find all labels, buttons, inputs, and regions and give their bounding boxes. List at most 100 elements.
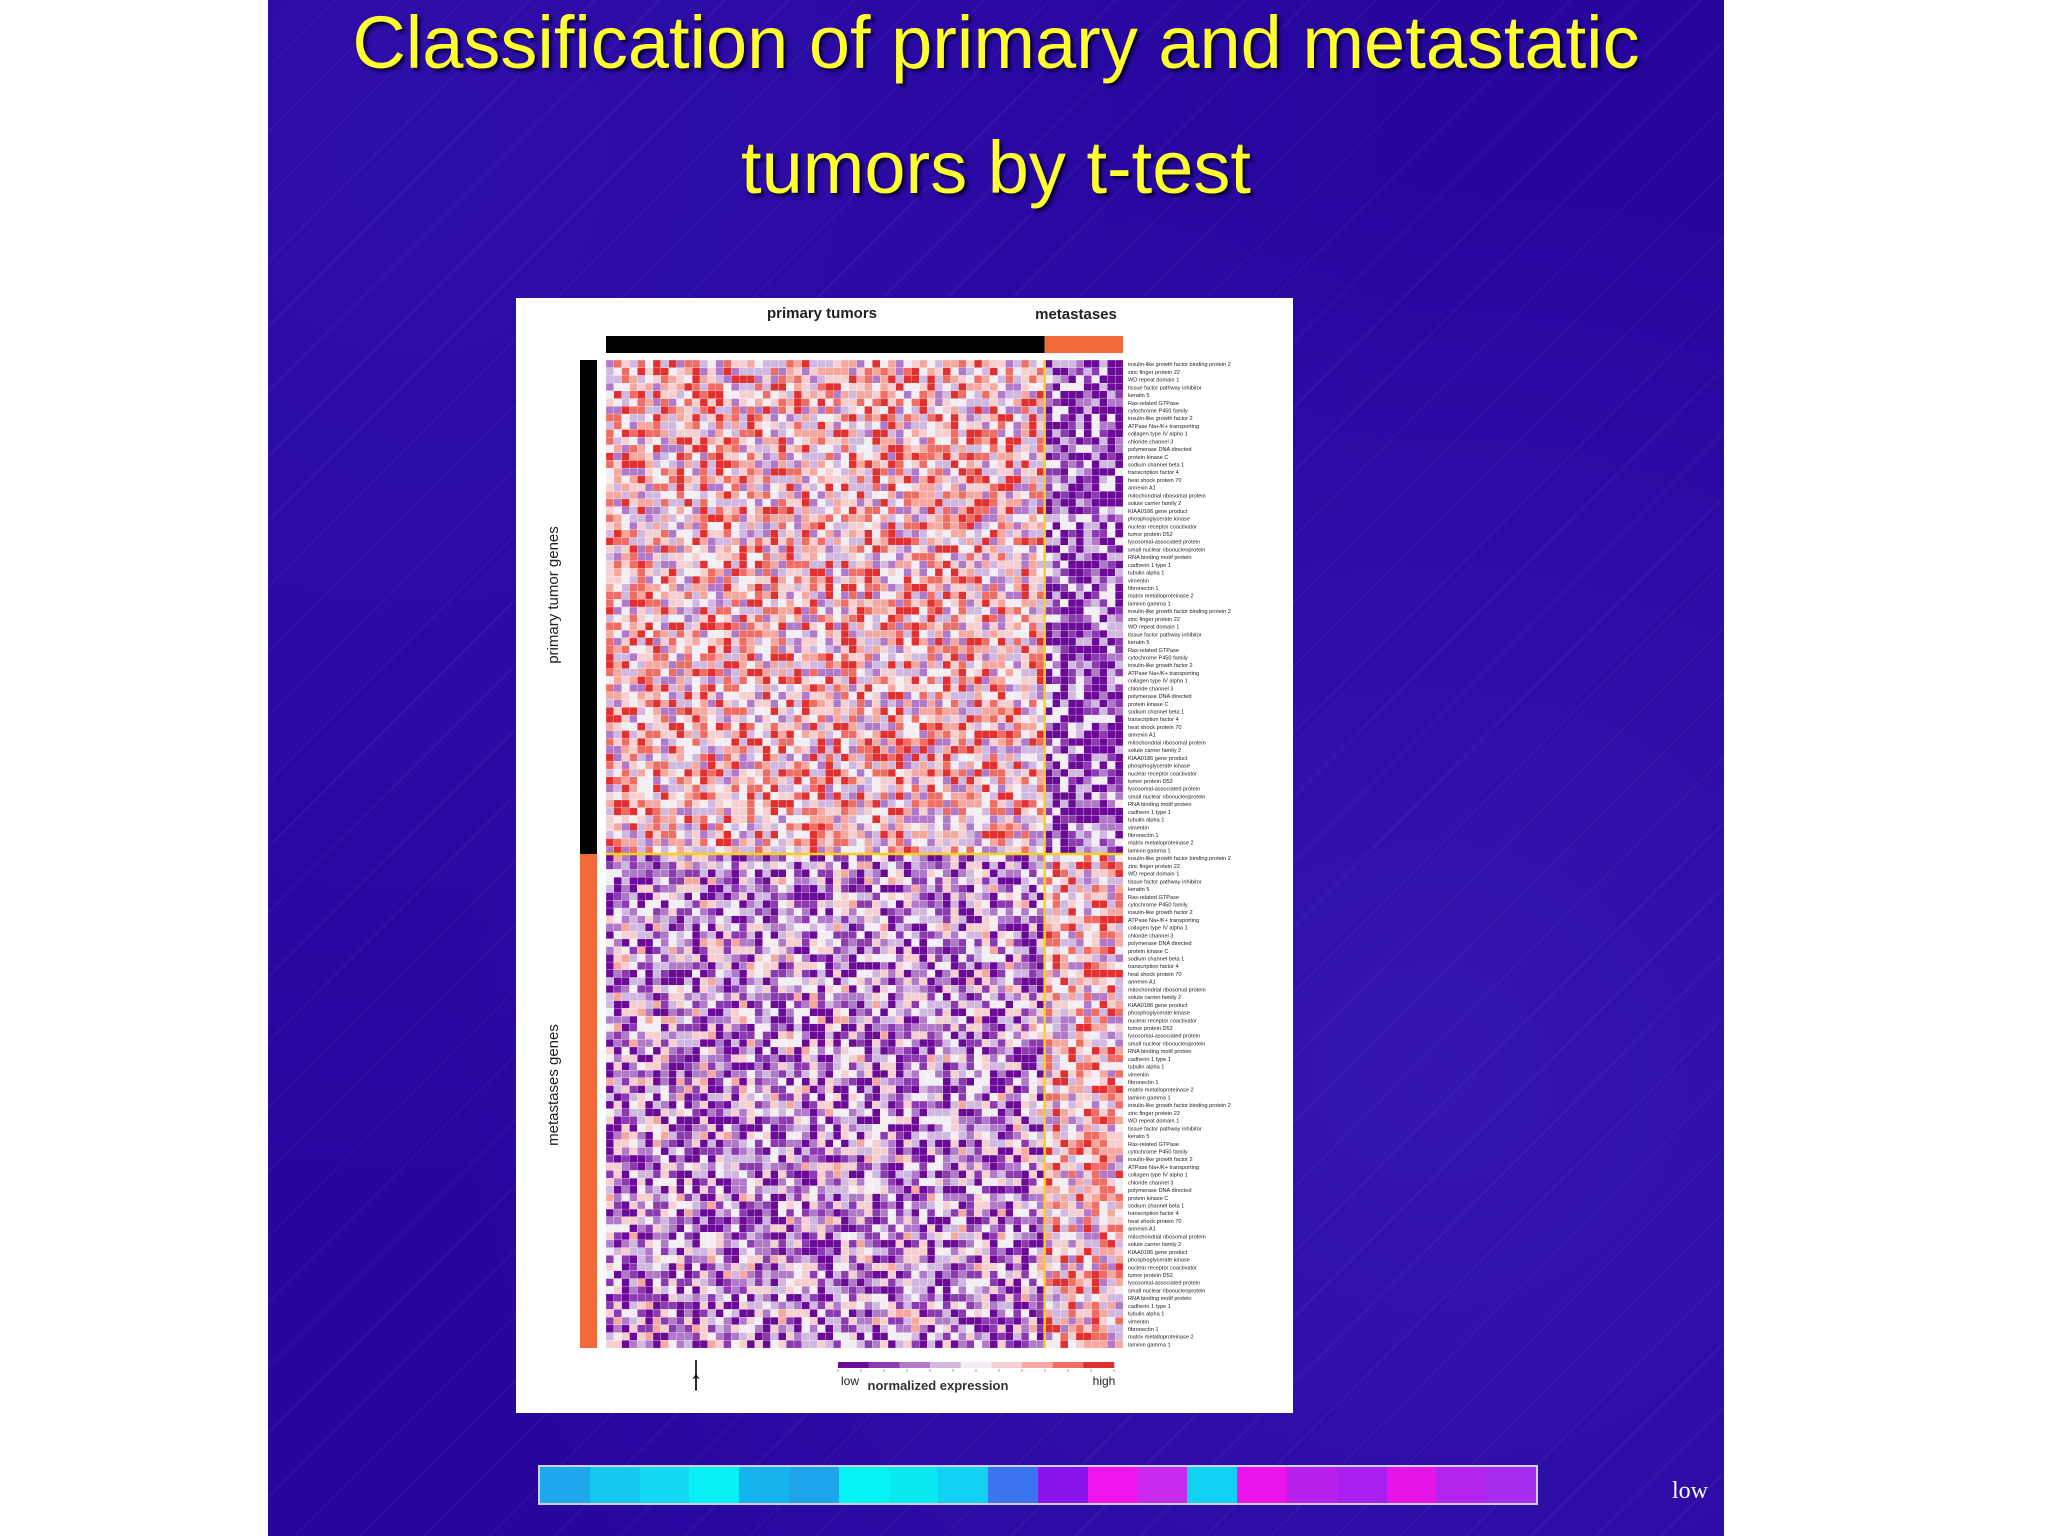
heatmap-cell xyxy=(1013,637,1022,646)
heatmap-cell xyxy=(1028,514,1038,523)
heatmap-cell xyxy=(895,606,904,615)
heatmap-cell xyxy=(919,884,928,893)
heatmap-cell xyxy=(629,552,638,561)
heatmap-cell xyxy=(1115,460,1124,469)
heatmap-cell xyxy=(911,383,920,392)
heatmap-cell xyxy=(621,406,630,415)
heatmap-cell xyxy=(1075,576,1085,585)
heatmap-cell xyxy=(880,406,889,415)
heatmap-cell xyxy=(981,599,991,608)
heatmap-cell xyxy=(645,707,654,716)
heatmap-cell xyxy=(887,413,897,422)
heatmap-cell xyxy=(660,676,669,685)
heatmap-cell xyxy=(739,429,748,438)
heatmap-cell xyxy=(919,552,928,561)
heatmap-cell xyxy=(880,923,889,932)
heatmap-cell xyxy=(629,861,638,870)
heatmap-cell xyxy=(848,823,857,832)
heatmap-cell xyxy=(942,714,951,723)
heatmap-cell xyxy=(668,637,677,646)
heatmap-cell xyxy=(1075,691,1085,700)
heatmap-cell xyxy=(770,668,779,677)
heatmap-cell xyxy=(1060,707,1069,716)
heatmap-cell xyxy=(707,475,716,484)
heatmap-cell xyxy=(731,383,740,392)
heatmap-cell xyxy=(692,730,701,739)
heatmap-cell xyxy=(997,552,1006,561)
heatmap-cell xyxy=(974,560,983,569)
heatmap-cell xyxy=(629,714,638,723)
heatmap-cell xyxy=(919,622,928,631)
heatmap-cell xyxy=(911,645,920,654)
heatmap-cell xyxy=(754,768,763,777)
heatmap-cell xyxy=(676,491,685,500)
heatmap-cell xyxy=(997,823,1006,832)
heatmap-cell xyxy=(895,545,904,554)
heatmap-cell xyxy=(629,668,638,677)
heatmap-cell xyxy=(692,753,701,762)
heatmap-cell xyxy=(950,900,959,909)
heatmap-cell xyxy=(637,645,646,654)
heatmap-cell xyxy=(723,467,732,476)
heatmap-cell xyxy=(793,599,803,608)
heatmap-cell xyxy=(1052,861,1061,870)
heatmap-cell xyxy=(629,452,638,461)
heatmap-cell xyxy=(1115,599,1124,608)
heatmap-cell xyxy=(1083,931,1092,940)
heatmap-cell xyxy=(1107,506,1116,515)
heatmap-cell xyxy=(668,645,677,654)
heatmap-cell xyxy=(1005,676,1014,685)
heatmap-cell xyxy=(1107,931,1116,940)
heatmap-cell xyxy=(676,645,685,654)
heatmap-cell xyxy=(762,398,771,407)
heatmap-cell xyxy=(1099,498,1108,507)
heatmap-cell xyxy=(778,792,787,801)
heatmap-cell xyxy=(660,630,669,639)
heatmap-cell xyxy=(809,676,818,685)
heatmap-cell xyxy=(974,660,983,669)
heatmap-cell xyxy=(699,807,709,816)
heatmap-cell xyxy=(848,768,857,777)
heatmap-cell xyxy=(676,792,685,801)
heatmap-cell xyxy=(1052,614,1061,623)
heatmap-cell xyxy=(668,907,677,916)
heatmap-cell xyxy=(793,784,803,793)
heatmap-cell xyxy=(1083,684,1092,693)
heatmap-cell xyxy=(958,475,967,484)
heatmap-cell xyxy=(707,923,716,932)
heatmap-cell xyxy=(652,884,662,893)
heatmap-cell xyxy=(637,367,646,376)
heatmap-cell xyxy=(927,483,936,492)
heatmap-cell xyxy=(621,560,630,569)
heatmap-cell xyxy=(997,861,1006,870)
heatmap-cell xyxy=(825,452,834,461)
heatmap-cell xyxy=(723,367,732,376)
heatmap-cell xyxy=(637,630,646,639)
heatmap-cell xyxy=(637,622,646,631)
heatmap-cell xyxy=(880,576,889,585)
heatmap-cell xyxy=(1083,714,1092,723)
heatmap-cell xyxy=(621,568,630,577)
heatmap-cell xyxy=(950,815,959,824)
heatmap-cell xyxy=(856,645,865,654)
heatmap-cell xyxy=(958,506,967,515)
heatmap-cell xyxy=(809,429,818,438)
heatmap-cell xyxy=(966,390,975,399)
heatmap-cell xyxy=(645,892,654,901)
heatmap-cell xyxy=(1028,483,1038,492)
heatmap-cell xyxy=(1060,467,1069,476)
heatmap-cell xyxy=(927,653,936,662)
heatmap-cell xyxy=(872,521,881,530)
heatmap-cell xyxy=(974,437,983,446)
heatmap-cell xyxy=(1005,483,1014,492)
heatmap-cell xyxy=(778,367,787,376)
heatmap-cell xyxy=(981,359,991,368)
heatmap-cell xyxy=(731,576,740,585)
heatmap-cell xyxy=(684,390,693,399)
heatmap-cell xyxy=(1028,830,1038,839)
heatmap-cell xyxy=(707,799,716,808)
heatmap-cell xyxy=(950,622,959,631)
heatmap-cell xyxy=(801,529,810,538)
heatmap-cell xyxy=(1060,521,1069,530)
heatmap-cell xyxy=(919,537,928,546)
